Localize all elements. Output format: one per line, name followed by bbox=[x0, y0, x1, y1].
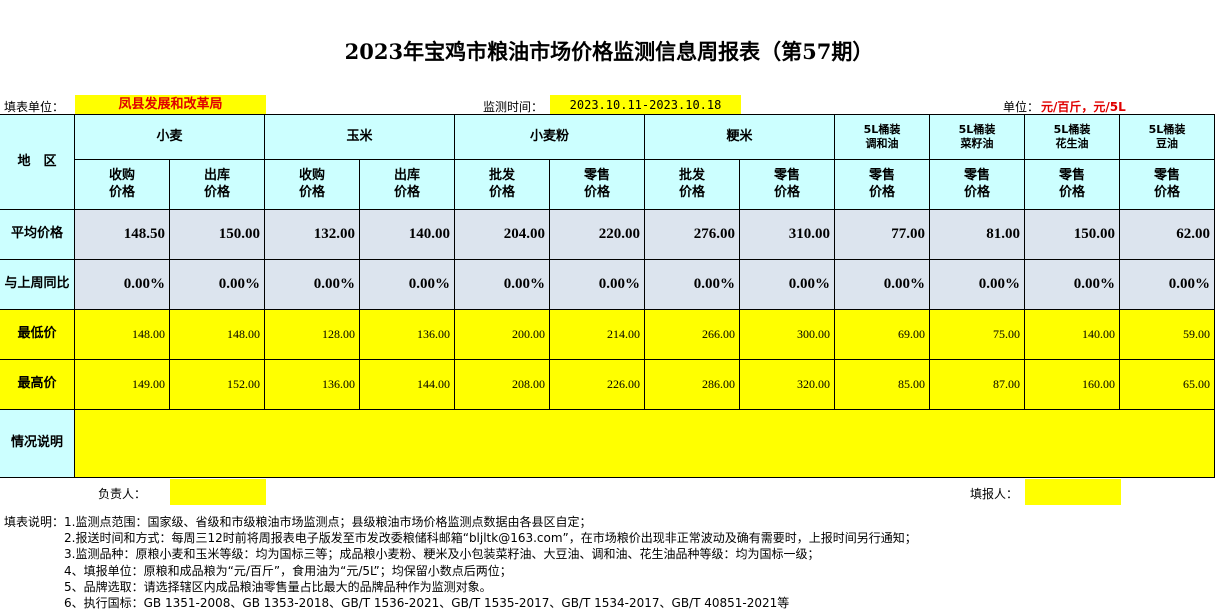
cell: 87.00 bbox=[929, 359, 1025, 410]
cell: 214.00 bbox=[549, 309, 645, 360]
cell: 266.00 bbox=[644, 309, 740, 360]
unit-value: 凤县发展和改革局 bbox=[75, 95, 266, 115]
cell: 220.00 bbox=[549, 209, 645, 260]
row-label: 与上周同比 bbox=[0, 259, 75, 310]
header-cell: 小麦粉 bbox=[454, 114, 645, 160]
cell: 0.00% bbox=[834, 259, 930, 310]
note: 6、执行国标：GB 1351-2008、GB 1353-2018、GB/T 15… bbox=[64, 596, 790, 610]
note: 1.监测点范围：国家级、省级和市级粮油市场监测点；县级粮油市场价格监测点数据由各… bbox=[64, 515, 592, 529]
row-label: 最高价 bbox=[0, 359, 75, 410]
header-cell: 零售 价格 bbox=[834, 159, 930, 210]
label: 负责人： bbox=[98, 487, 147, 501]
cell: 0.00% bbox=[359, 259, 455, 310]
cell: 204.00 bbox=[454, 209, 550, 260]
cell: 0.00% bbox=[74, 259, 170, 310]
cell: 62.00 bbox=[1119, 209, 1215, 260]
measure-value: 元/百斤，元/5L bbox=[1041, 100, 1126, 114]
period-value: 2023.10.11-2023.10.18 bbox=[550, 95, 741, 115]
row-label: 平均价格 bbox=[0, 209, 75, 260]
cell: 0.00% bbox=[644, 259, 740, 310]
cell: 148.50 bbox=[74, 209, 170, 260]
header-cell: 收购 价格 bbox=[264, 159, 360, 210]
cell: 320.00 bbox=[739, 359, 835, 410]
cell: 150.00 bbox=[1024, 209, 1120, 260]
cell: 150.00 bbox=[169, 209, 265, 260]
cell: 69.00 bbox=[834, 309, 930, 360]
cell: 132.00 bbox=[264, 209, 360, 260]
cell: 140.00 bbox=[1024, 309, 1120, 360]
input-cell bbox=[1025, 479, 1121, 505]
header-cell: 小麦 bbox=[74, 114, 265, 160]
cell: 226.00 bbox=[549, 359, 645, 410]
header-cell: 零售 价格 bbox=[1024, 159, 1120, 210]
cell: 286.00 bbox=[644, 359, 740, 410]
cell: 81.00 bbox=[929, 209, 1025, 260]
label: 监测时间： bbox=[483, 100, 544, 114]
header-cell: 零售 价格 bbox=[1119, 159, 1215, 210]
cell: 59.00 bbox=[1119, 309, 1215, 360]
cell: 136.00 bbox=[359, 309, 455, 360]
cell: 0.00% bbox=[454, 259, 550, 310]
header-cell: 零售 价格 bbox=[549, 159, 645, 210]
cell: 200.00 bbox=[454, 309, 550, 360]
label: 单位： bbox=[1003, 100, 1040, 114]
note: 3.监测品种：原粮小麦和玉米等级：均为国标三等；成品粮小麦粉、粳米及小包装菜籽油… bbox=[64, 547, 820, 562]
cell: 148.00 bbox=[74, 309, 170, 360]
cell: 148.00 bbox=[169, 309, 265, 360]
header-cell: 5L桶装 花生油 bbox=[1024, 114, 1120, 160]
cell: 0.00% bbox=[1024, 259, 1120, 310]
note: 5、品牌选取：请选择辖区内成品粮油零售量占比最大的品牌品种作为监测对象。 bbox=[64, 579, 492, 594]
note: 2.报送时间和方式：每周三12时前将周报表电子版发至市发改委粮储科邮箱“bljl… bbox=[64, 531, 917, 546]
header-cell: 5L桶装 菜籽油 bbox=[929, 114, 1025, 160]
cell: 140.00 bbox=[359, 209, 455, 260]
cell: 149.00 bbox=[74, 359, 170, 410]
header-cell: 5L桶装 调和油 bbox=[834, 114, 930, 160]
cell: 144.00 bbox=[359, 359, 455, 410]
cell: 0.00% bbox=[929, 259, 1025, 310]
header-cell: 出库 价格 bbox=[359, 159, 455, 210]
cell: 0.00% bbox=[169, 259, 265, 310]
note: 4、填报单位：原粮和成品粮为“元/百斤”，食用油为“元/5L”；均保留小数点后两… bbox=[64, 563, 512, 578]
cell: 160.00 bbox=[1024, 359, 1120, 410]
cell: 0.00% bbox=[739, 259, 835, 310]
cell: 128.00 bbox=[264, 309, 360, 360]
cell: 65.00 bbox=[1119, 359, 1215, 410]
cell: 75.00 bbox=[929, 309, 1025, 360]
cell: 136.00 bbox=[264, 359, 360, 410]
input-cell bbox=[170, 479, 266, 505]
header-cell: 零售 价格 bbox=[929, 159, 1025, 210]
cell: 0.00% bbox=[1119, 259, 1215, 310]
header-cell: 批发 价格 bbox=[644, 159, 740, 210]
cell: 85.00 bbox=[834, 359, 930, 410]
label: 填报人： bbox=[970, 487, 1019, 501]
remark-cell bbox=[74, 409, 1215, 478]
header-cell: 出库 价格 bbox=[169, 159, 265, 210]
notes-label: 填表说明： bbox=[4, 515, 65, 529]
header-cell: 零售 价格 bbox=[739, 159, 835, 210]
cell: 0.00% bbox=[264, 259, 360, 310]
header-cell: 5L桶装 豆油 bbox=[1119, 114, 1215, 160]
header-cell: 粳米 bbox=[644, 114, 835, 160]
header-cell: 玉米 bbox=[264, 114, 455, 160]
cell: 276.00 bbox=[644, 209, 740, 260]
header-cell: 收购 价格 bbox=[74, 159, 170, 210]
cell: 152.00 bbox=[169, 359, 265, 410]
cell: 300.00 bbox=[739, 309, 835, 360]
cell: 208.00 bbox=[454, 359, 550, 410]
title: 2023年宝鸡市粮油市场价格监测信息周报表（第57期） bbox=[344, 39, 874, 64]
header-cell: 地 区 bbox=[0, 114, 75, 210]
header-cell: 批发 价格 bbox=[454, 159, 550, 210]
row-label: 最低价 bbox=[0, 309, 75, 360]
label: 填表单位： bbox=[4, 100, 65, 114]
cell: 77.00 bbox=[834, 209, 930, 260]
row-label: 情况说明 bbox=[0, 409, 75, 478]
cell: 310.00 bbox=[739, 209, 835, 260]
cell: 0.00% bbox=[549, 259, 645, 310]
